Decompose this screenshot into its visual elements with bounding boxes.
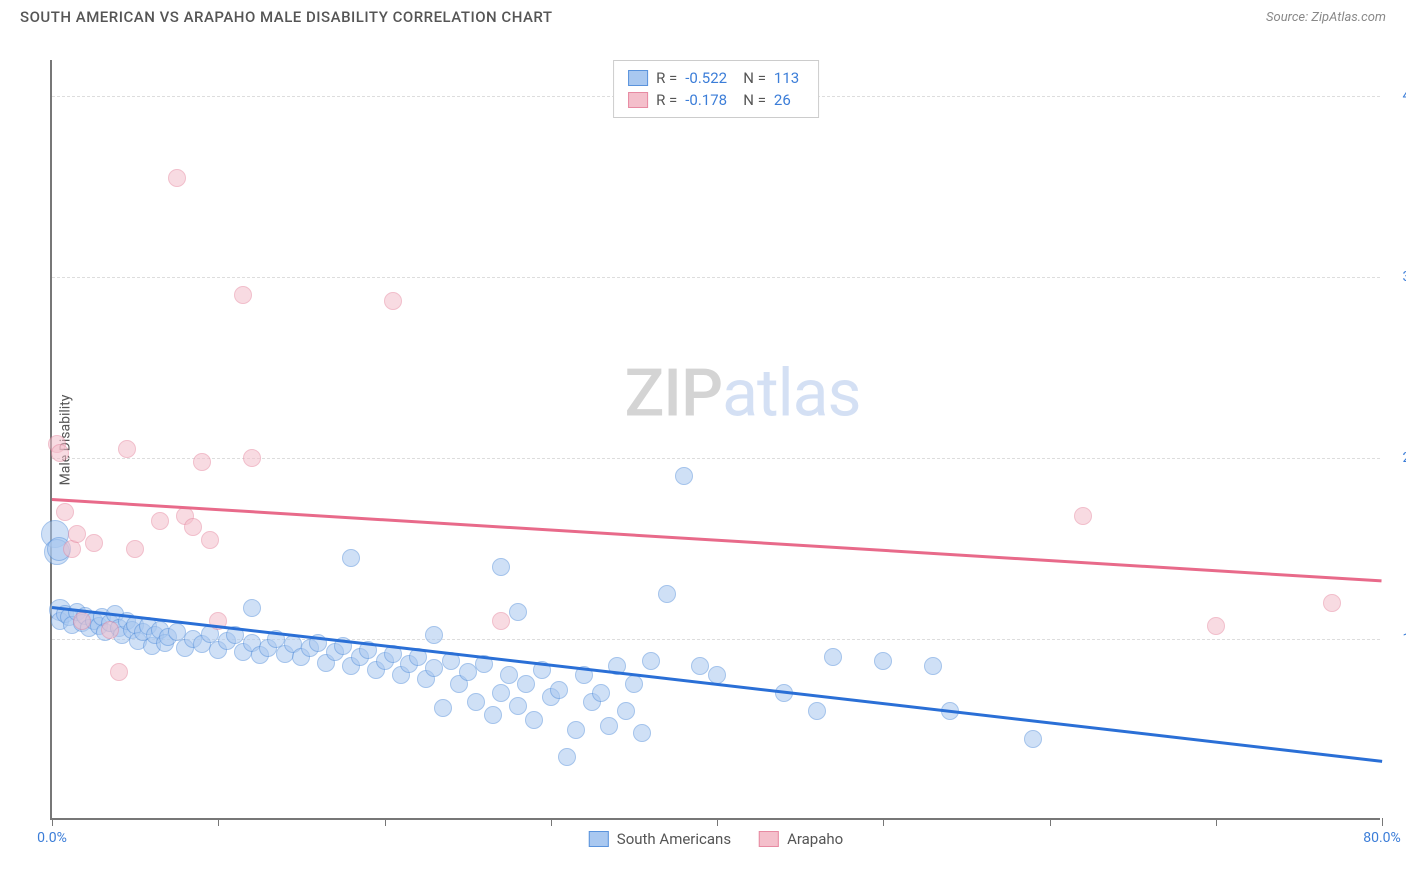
- data-point: [342, 549, 360, 567]
- data-point: [617, 702, 635, 720]
- data-point: [1207, 617, 1225, 635]
- legend-series-item: Arapaho: [759, 830, 843, 848]
- data-point: [201, 531, 219, 549]
- data-point: [509, 697, 527, 715]
- data-point: [434, 699, 452, 717]
- data-point: [1024, 730, 1042, 748]
- data-point: [625, 675, 643, 693]
- x-tick: [1050, 818, 1051, 826]
- data-point: [492, 684, 510, 702]
- data-point: [68, 525, 86, 543]
- legend-stats-row: R = -0.178 N = 26: [628, 89, 804, 111]
- legend-series-label: South Americans: [617, 830, 731, 848]
- data-point: [558, 748, 576, 766]
- y-tick-label: 10.0%: [1402, 631, 1406, 647]
- legend-swatch: [589, 831, 609, 847]
- watermark-part2: atlas: [722, 355, 861, 432]
- source-attribution: Source: ZipAtlas.com: [1266, 10, 1386, 25]
- x-tick: [717, 818, 718, 826]
- legend-stats-row: R = -0.522 N = 113: [628, 67, 804, 89]
- legend-series-label: Arapaho: [787, 830, 843, 848]
- legend-series-item: South Americans: [589, 830, 731, 848]
- data-point: [517, 675, 535, 693]
- gridline: [52, 277, 1380, 278]
- legend-series: South Americans Arapaho: [589, 830, 843, 848]
- x-tick: [1216, 818, 1217, 826]
- x-tick-label: 80.0%: [1363, 830, 1401, 846]
- data-point: [73, 612, 91, 630]
- x-tick-label: 0.0%: [37, 830, 67, 846]
- y-tick-label: 40.0%: [1402, 88, 1406, 104]
- x-tick: [385, 818, 386, 826]
- data-point: [151, 512, 169, 530]
- data-point: [1074, 507, 1092, 525]
- x-tick: [883, 818, 884, 826]
- data-point: [110, 663, 128, 681]
- x-tick: [1382, 818, 1383, 826]
- data-point: [500, 666, 518, 684]
- legend-stats: R = -0.522 N = 113 R = -0.178 N = 26: [613, 60, 819, 118]
- chart-container: Male Disability ZIPatlas R =-0.522N =113…: [50, 40, 1390, 840]
- data-point: [592, 684, 610, 702]
- r-label: R =: [656, 69, 677, 87]
- n-value: 113: [774, 69, 804, 87]
- data-point: [425, 626, 443, 644]
- data-point: [1323, 594, 1341, 612]
- data-point: [101, 621, 119, 639]
- data-point: [874, 652, 892, 670]
- data-point: [85, 534, 103, 552]
- trend-line: [52, 498, 1382, 582]
- n-label: N =: [743, 69, 766, 87]
- y-tick-label: 30.0%: [1402, 269, 1406, 285]
- data-point: [550, 681, 568, 699]
- chart-title: SOUTH AMERICAN VS ARAPAHO MALE DISABILIT…: [20, 8, 553, 26]
- data-point: [243, 449, 261, 467]
- data-point: [633, 724, 651, 742]
- data-point: [492, 558, 510, 576]
- watermark-part1: ZIP: [624, 355, 722, 432]
- n-label: N =: [743, 91, 766, 109]
- data-point: [193, 453, 211, 471]
- data-point: [808, 702, 826, 720]
- data-point: [509, 603, 527, 621]
- data-point: [824, 648, 842, 666]
- data-point: [675, 467, 693, 485]
- data-point: [492, 612, 510, 630]
- data-point: [467, 693, 485, 711]
- data-point: [425, 659, 443, 677]
- r-value: -0.522: [685, 69, 735, 87]
- x-tick: [52, 818, 53, 826]
- data-point: [56, 503, 74, 521]
- y-tick-label: 20.0%: [1402, 450, 1406, 466]
- data-point: [658, 585, 676, 603]
- data-point: [243, 599, 261, 617]
- data-point: [642, 652, 660, 670]
- data-point: [118, 440, 136, 458]
- data-point: [484, 706, 502, 724]
- legend-swatch: [628, 92, 648, 108]
- r-value: -0.178: [685, 91, 735, 109]
- data-point: [459, 663, 477, 681]
- n-value: 26: [774, 91, 804, 109]
- x-tick: [218, 818, 219, 826]
- data-point: [600, 717, 618, 735]
- legend-swatch: [628, 70, 648, 86]
- data-point: [567, 721, 585, 739]
- data-point: [168, 623, 186, 641]
- data-point: [184, 518, 202, 536]
- data-point: [924, 657, 942, 675]
- legend-swatch: [759, 831, 779, 847]
- watermark: ZIPatlas: [624, 355, 860, 432]
- x-tick: [551, 818, 552, 826]
- data-point: [51, 444, 69, 462]
- data-point: [525, 711, 543, 729]
- r-label: R =: [656, 91, 677, 109]
- data-point: [234, 286, 252, 304]
- data-point: [384, 292, 402, 310]
- data-point: [691, 657, 709, 675]
- trend-line: [52, 606, 1382, 762]
- data-point: [168, 169, 186, 187]
- plot-area: ZIPatlas R =-0.522N =113R =-0.178N =26 S…: [50, 60, 1380, 820]
- data-point: [126, 540, 144, 558]
